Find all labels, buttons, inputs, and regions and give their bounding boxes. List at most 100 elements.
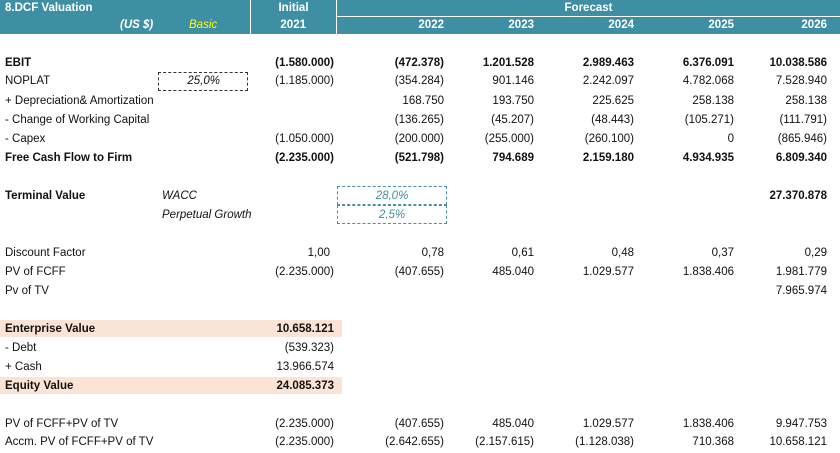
cell: (111.791) xyxy=(779,114,827,126)
cell: (407.655) xyxy=(394,266,444,278)
currency-label: (US $) xyxy=(120,19,154,31)
growth-value: 2,5% xyxy=(378,209,406,221)
row-label-noplat: NOPLAT xyxy=(5,75,51,87)
wacc-label: WACC xyxy=(162,190,197,202)
cell: 0 xyxy=(727,133,734,145)
cell: (1.128.038) xyxy=(575,436,634,448)
tax-rate-input[interactable] xyxy=(158,72,248,91)
cell: (1.050.000) xyxy=(275,133,334,145)
cell: 1.838.406 xyxy=(682,418,734,430)
cell: 258.138 xyxy=(692,95,734,107)
year-header: 2021 xyxy=(280,19,306,31)
cell: (2.235.000) xyxy=(275,418,334,430)
cell: 485.040 xyxy=(492,418,534,430)
cell: 0,37 xyxy=(711,247,734,259)
cell: (48.443) xyxy=(591,114,634,126)
cell: 10.658.121 xyxy=(769,436,827,448)
cell: (136.265) xyxy=(394,114,444,126)
cell: 6.809.340 xyxy=(775,152,827,164)
forecast-label: Forecast xyxy=(564,2,613,14)
equity-value-band xyxy=(0,377,342,394)
enterprise-value-band xyxy=(0,320,342,337)
wacc-input[interactable] xyxy=(337,186,447,205)
row-label-pv-total: PV of FCFF+PV of TV xyxy=(5,418,119,430)
cell: 4.934.935 xyxy=(682,152,734,164)
year-header: 2023 xyxy=(508,19,534,31)
row-label-ebit: EBIT xyxy=(5,57,32,69)
cell: (1.580.000) xyxy=(275,57,334,69)
cell: 225.625 xyxy=(592,95,634,107)
year-header: 2026 xyxy=(801,19,827,31)
row-label-enterprise-value: Enterprise Value xyxy=(5,323,96,335)
row-label-equity-value: Equity Value xyxy=(5,380,74,392)
cell: 0,78 xyxy=(421,247,444,259)
growth-input[interactable] xyxy=(337,205,447,224)
row-label-capex: - Capex xyxy=(5,133,46,145)
row-label-accumulated-pv: Accm. PV of FCFF+PV of TV xyxy=(5,436,154,448)
cell: (105.271) xyxy=(684,114,734,126)
cell: 1.029.577 xyxy=(582,266,634,278)
row-label-terminal-value: Terminal Value xyxy=(5,190,86,202)
header-divider xyxy=(336,0,337,34)
year-header: 2025 xyxy=(708,19,734,31)
cell: (354.284) xyxy=(394,75,444,87)
growth-label: Perpetual Growth xyxy=(162,209,252,221)
equity-value: 24.085.373 xyxy=(276,380,334,392)
wacc-value: 28,0% xyxy=(375,190,409,202)
cell: (2.157.615) xyxy=(475,436,534,448)
cash-value: 13.966.574 xyxy=(276,361,334,373)
row-label-cash: + Cash xyxy=(5,361,42,373)
cell: 485.040 xyxy=(492,266,534,278)
cell: 7.528.940 xyxy=(775,75,827,87)
year-header: 2024 xyxy=(608,19,634,31)
cell: (1.185.000) xyxy=(275,75,334,87)
cell: (255.000) xyxy=(484,133,534,145)
cell: 4.782.068 xyxy=(682,75,734,87)
cell: (2.235.000) xyxy=(275,266,334,278)
cell: 1.838.406 xyxy=(682,266,734,278)
cell: 9.947.753 xyxy=(775,418,827,430)
cell: (2.642.655) xyxy=(385,436,444,448)
row-label-pv-fcff: PV of FCFF xyxy=(5,266,66,278)
cell: 0,48 xyxy=(611,247,634,259)
enterprise-value: 10.658.121 xyxy=(276,323,334,335)
row-label-discount-factor: Discount Factor xyxy=(5,247,86,259)
cell: (865.946) xyxy=(777,133,827,145)
row-label-depreciation: + Depreciation& Amortization xyxy=(5,95,154,107)
tax-rate-value: 25,0% xyxy=(187,75,220,87)
row-label-pv-tv: Pv of TV xyxy=(5,285,49,297)
header-divider xyxy=(250,0,251,34)
cell: (472.378) xyxy=(394,57,444,69)
row-label-debt: - Debt xyxy=(5,342,37,354)
cell: 710.368 xyxy=(692,436,734,448)
cell: 7.965.974 xyxy=(775,285,827,297)
terminal-value: 27.370.878 xyxy=(769,190,827,202)
cell: 6.376.091 xyxy=(682,57,734,69)
debt-value: (539.323) xyxy=(284,342,334,354)
row-label-working-capital: - Change of Working Capital xyxy=(5,114,150,126)
row-label-fcff: Free Cash Flow to Firm xyxy=(5,152,133,164)
year-header: 2022 xyxy=(418,19,444,31)
cell: 0,29 xyxy=(804,247,827,259)
cell: (45.207) xyxy=(491,114,534,126)
cell: (521.798) xyxy=(394,152,444,164)
header-row-bottom xyxy=(0,17,840,34)
cell: 0,61 xyxy=(511,247,534,259)
cell: 10.038.586 xyxy=(769,57,827,69)
cell: 901.146 xyxy=(492,75,534,87)
cell: 2.989.463 xyxy=(582,57,634,69)
cell: 1.029.577 xyxy=(582,418,634,430)
sheet-title: 8.DCF Valuation xyxy=(5,2,93,14)
cell: 1.201.528 xyxy=(482,57,534,69)
cell: 193.750 xyxy=(492,95,534,107)
cell: (200.000) xyxy=(394,133,444,145)
cell: (2.235.000) xyxy=(275,152,334,164)
cell: 2.159.180 xyxy=(582,152,634,164)
cell: (407.655) xyxy=(394,418,444,430)
cell: 2.242.097 xyxy=(582,75,634,87)
cell: (260.100) xyxy=(584,133,634,145)
initial-label: Initial xyxy=(278,2,309,14)
cell: 258.138 xyxy=(785,95,827,107)
header-row-top xyxy=(0,0,840,17)
cell: 794.689 xyxy=(492,152,534,164)
